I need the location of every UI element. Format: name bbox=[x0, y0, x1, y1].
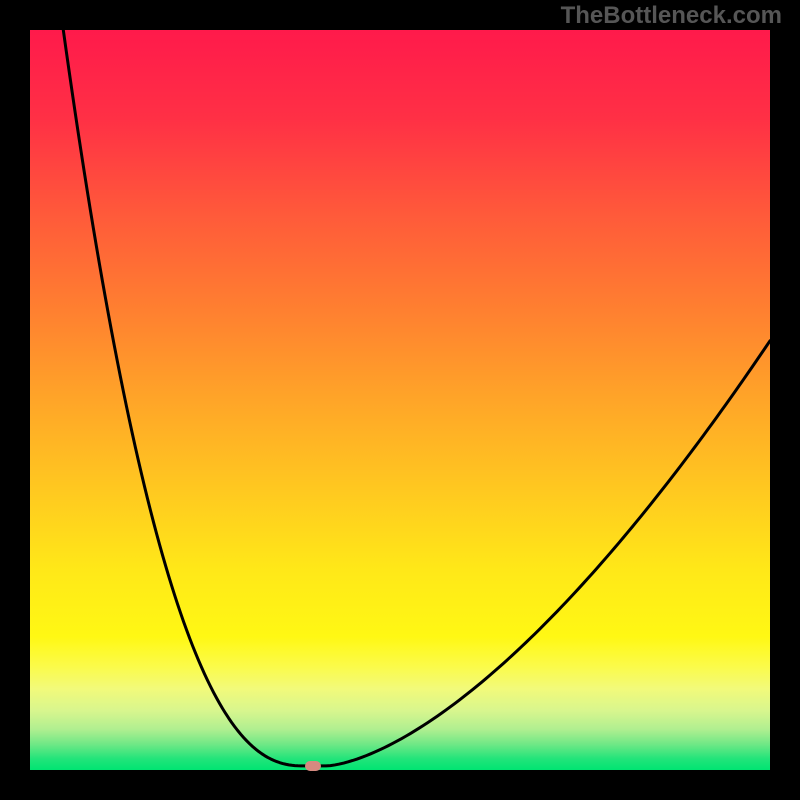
watermark-text: TheBottleneck.com bbox=[561, 2, 782, 30]
minimum-marker bbox=[305, 761, 321, 771]
plot-area bbox=[30, 30, 770, 770]
gradient-background bbox=[30, 30, 770, 770]
chart-frame: TheBottleneck.com bbox=[0, 0, 800, 800]
